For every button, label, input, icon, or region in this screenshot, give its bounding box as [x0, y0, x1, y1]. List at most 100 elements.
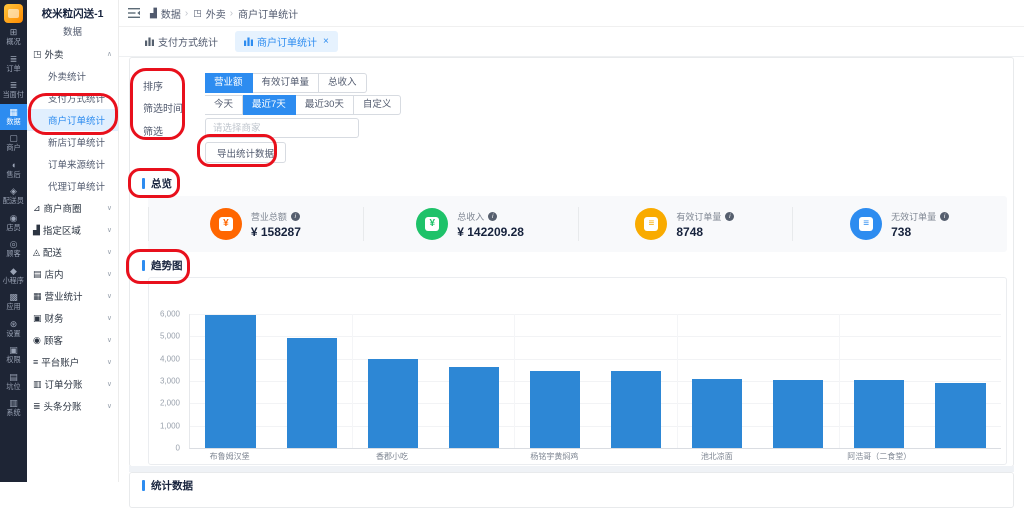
- stat-icon: ≡: [635, 208, 668, 240]
- breadcrumb-item[interactable]: ◳ 外卖 ›: [193, 6, 233, 21]
- menu-fold-icon[interactable]: [128, 8, 140, 18]
- button-label: 最近7天: [252, 99, 286, 111]
- sidebar-menu-item[interactable]: ◬ 配送 ∨: [27, 241, 118, 263]
- stat-label: 总收入: [457, 211, 485, 222]
- gridline: [190, 336, 1001, 338]
- rail-nav-item[interactable]: ◉ 店员: [0, 210, 27, 237]
- menu-item-icon: ▣: [33, 312, 42, 323]
- close-icon[interactable]: ×: [323, 36, 329, 47]
- sidebar-menu-item[interactable]: 新店订单统计: [27, 131, 118, 153]
- menu-item-label: 顾客: [43, 336, 63, 347]
- chart-bar[interactable]: [854, 379, 905, 448]
- bar-slot: [595, 314, 676, 448]
- sidebar-menu-item[interactable]: 支付方式统计: [27, 87, 118, 109]
- sidebar-menu-item[interactable]: ◉ 顾客 ∨: [27, 329, 118, 351]
- rail-nav-item[interactable]: ⊞ 概况: [0, 24, 27, 51]
- sidebar-menu-item[interactable]: 订单来源统计: [27, 153, 118, 175]
- menu-item-label: 营业统计: [44, 292, 83, 303]
- menu-item-icon: ◬: [33, 246, 40, 257]
- time-option-button[interactable]: 最近30天: [295, 95, 354, 115]
- button-label: 今天: [214, 99, 234, 111]
- x-axis-label: 香郡小吃: [376, 452, 408, 461]
- info-icon[interactable]: i: [488, 211, 498, 221]
- rail-nav-item[interactable]: ≣ 订单: [0, 51, 27, 78]
- rail-nav-item[interactable]: ▤ 坑位: [0, 369, 27, 396]
- rail-nav-item[interactable]: ▩ 应用: [0, 289, 27, 316]
- rail-nav: ⊞ 概况 ≣ 订单 ≣ 当面付 ▦ 数据 ▢ 商户: [0, 24, 27, 422]
- info-icon[interactable]: i: [940, 211, 950, 221]
- chevron-icon: ∧: [106, 51, 112, 58]
- x-axis-label: 池北凉面: [700, 452, 733, 461]
- stat-card: ≡ 无效订单量 i 738: [792, 196, 1007, 252]
- rail-nav-item[interactable]: ⊛ 设置: [0, 316, 27, 343]
- sort-option-button[interactable]: 总收入: [319, 73, 367, 93]
- rail-item-label: 数据: [6, 116, 21, 126]
- rail-nav-item[interactable]: ≣ 当面付: [0, 77, 27, 104]
- x-axis-label: [433, 451, 514, 462]
- stat-value: ¥ 158287: [250, 224, 301, 239]
- y-axis-tick: 1,000: [159, 421, 180, 431]
- chart-bar[interactable]: [286, 337, 337, 448]
- sidebar-menu-item[interactable]: ≡ 平台账户 ∨: [27, 351, 118, 373]
- export-button[interactable]: 导出统计数据: [205, 142, 287, 163]
- menu-item-label: 代理订单统计: [48, 182, 106, 193]
- rail-nav-item[interactable]: ▥ 系统: [0, 395, 27, 422]
- sidebar-menu-item[interactable]: ▤ 店内 ∨: [27, 263, 118, 285]
- stat-icon-glyph: ¥: [425, 217, 440, 231]
- chart-bar[interactable]: [367, 358, 418, 448]
- stat-value: 8748: [676, 224, 704, 239]
- sidebar-menu-item[interactable]: ▦ 营业统计 ∨: [27, 285, 118, 307]
- rail-nav-item[interactable]: ▦ 数据: [0, 103, 27, 130]
- sidebar-menu-item[interactable]: ▣ 财务 ∨: [27, 307, 118, 329]
- time-option-button[interactable]: 最近7天: [243, 95, 296, 115]
- sort-option-button[interactable]: 营业额: [205, 73, 253, 93]
- sidebar-menu-item[interactable]: ⊿ 商户商圈 ∨: [27, 197, 118, 219]
- button-label: 最近30天: [304, 99, 344, 111]
- sidebar-menu-item[interactable]: 代理订单统计: [27, 175, 118, 197]
- stat-value: ¥ 142209.28: [457, 224, 524, 239]
- rail-nav-item[interactable]: ▣ 权限: [0, 342, 27, 369]
- rail-nav-item[interactable]: ◆ 小程序: [0, 263, 27, 290]
- rail-item-icon: ▥: [9, 398, 18, 409]
- bottom-panel: 统计数据: [129, 472, 1014, 508]
- sidebar-menu-item[interactable]: ◳ 外卖 ∧: [27, 43, 118, 65]
- main-area: ▟ 数据 › ◳ 外卖 › 商户订单统计: [119, 0, 1024, 508]
- rail-nav-item[interactable]: ◎ 顾客: [0, 236, 27, 263]
- breadcrumb-item[interactable]: ▟ 数据 ›: [150, 6, 188, 21]
- rail-item-label: 订单: [6, 63, 21, 73]
- chart-bar[interactable]: [529, 371, 581, 448]
- breadcrumb-item[interactable]: 商户订单统计: [238, 6, 298, 21]
- tab[interactable]: 商户订单统计 ×: [235, 31, 338, 52]
- chart-bar[interactable]: [448, 366, 499, 448]
- chart-bar[interactable]: [773, 379, 824, 448]
- sidebar-menu-item[interactable]: 外卖统计: [27, 65, 118, 87]
- menu-item-label: 财务: [44, 314, 64, 325]
- chart-plot-area: [189, 314, 1001, 449]
- sidebar-menu-item[interactable]: 商户订单统计: [27, 109, 118, 131]
- sidebar-menu-item[interactable]: ▥ 订单分账 ∨: [27, 373, 118, 395]
- chart-bar[interactable]: [935, 383, 986, 448]
- app-logo[interactable]: [4, 4, 23, 23]
- y-axis-tick: 3,000: [159, 376, 180, 386]
- rail-nav-item[interactable]: ◈ 配送员: [0, 183, 27, 210]
- tab[interactable]: 支付方式统计: [136, 31, 227, 52]
- sidebar-menu-item[interactable]: ≣ 头条分账 ∨: [27, 395, 118, 417]
- time-option-button[interactable]: 今天: [205, 95, 244, 115]
- sidebar-menu-item[interactable]: ▟ 指定区域 ∨: [27, 219, 118, 241]
- chart-y-axis: 0 1,000 2,000 3,000 4,000 5,000 6,000: [149, 310, 185, 453]
- time-option-button[interactable]: 自定义: [353, 95, 402, 115]
- merchant-select-input[interactable]: [205, 118, 359, 138]
- rail-nav-item[interactable]: ◖ 售后: [0, 157, 27, 184]
- info-icon[interactable]: i: [290, 211, 300, 221]
- chart-bar[interactable]: [691, 378, 743, 448]
- rail-item-icon: ⊛: [9, 318, 18, 329]
- sort-option-button[interactable]: 有效订单量: [252, 73, 320, 93]
- rail-item-icon: ▤: [9, 371, 18, 382]
- chart-bar[interactable]: [205, 315, 256, 448]
- info-icon[interactable]: i: [725, 211, 735, 221]
- chevron-icon: ∨: [106, 249, 112, 256]
- bar-slot: [190, 314, 271, 448]
- rail-nav-item[interactable]: ▢ 商户: [0, 130, 27, 157]
- chart-bar[interactable]: [610, 370, 662, 448]
- time-button-group: 今天 最近7天 最近30天 自定义: [205, 95, 402, 115]
